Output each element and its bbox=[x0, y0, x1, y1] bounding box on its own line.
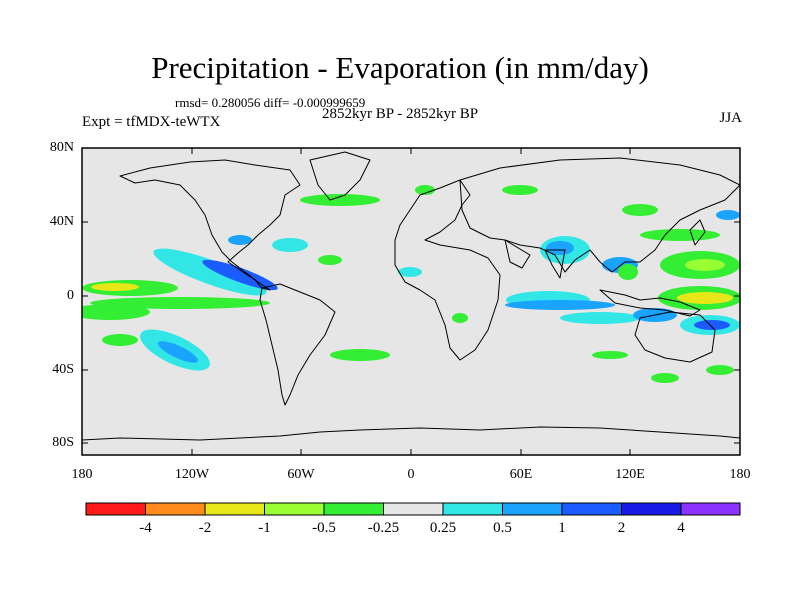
colorbar-label: -0.5 bbox=[312, 520, 336, 536]
stats-text: rmsd= 0.280056 diff= -0.000999659 bbox=[175, 95, 366, 110]
colorbar-box bbox=[323, 502, 384, 516]
map-title: Precipitation - Evaporation (in mm/day) bbox=[151, 50, 649, 85]
field-patch bbox=[505, 300, 615, 310]
field-patch bbox=[228, 235, 252, 245]
colorbar-box bbox=[502, 502, 563, 516]
field-patch bbox=[592, 351, 628, 359]
colorbar bbox=[85, 502, 741, 516]
field-patch bbox=[640, 229, 720, 241]
field-patch bbox=[157, 341, 199, 363]
field-patch bbox=[91, 283, 139, 291]
field-patch bbox=[677, 292, 733, 304]
coastlines bbox=[82, 151, 740, 441]
field-patch bbox=[694, 320, 730, 330]
field-patch bbox=[102, 334, 138, 346]
field-patch bbox=[716, 210, 740, 220]
lat-label: 0 bbox=[67, 288, 74, 303]
lon-label: 0 bbox=[407, 467, 415, 482]
colorbar-label: -4 bbox=[139, 520, 152, 536]
precip-anomaly-field bbox=[82, 185, 740, 383]
field-patch bbox=[415, 185, 435, 195]
lat-label: 80N bbox=[49, 140, 74, 155]
field-patch bbox=[546, 241, 574, 255]
period-text: 2852kyr BP - 2852kyr BP bbox=[322, 106, 479, 122]
field-patch bbox=[622, 204, 658, 216]
lat-label: 80S bbox=[52, 435, 74, 450]
axis-ticks bbox=[81, 147, 741, 455]
experiment-label: Expt = tfMDX-teWTX bbox=[82, 114, 221, 130]
field-patch bbox=[685, 259, 725, 271]
lon-label: 180 bbox=[71, 467, 93, 482]
australia-coast bbox=[634, 311, 716, 363]
colorbar-label: -0.25 bbox=[367, 520, 400, 536]
colorbar-label: 4 bbox=[677, 520, 685, 536]
colorbar-box bbox=[383, 502, 444, 516]
lon-label: 60W bbox=[287, 467, 315, 482]
lon-label: 120W bbox=[174, 467, 210, 482]
colorbar-box bbox=[145, 502, 206, 516]
lat-label: 40S bbox=[52, 362, 74, 377]
colorbar-box bbox=[85, 502, 146, 516]
japan-coast bbox=[689, 219, 706, 246]
field-patch bbox=[82, 304, 150, 320]
colorbar-box bbox=[204, 502, 265, 516]
field-patch bbox=[452, 313, 468, 323]
field-patch bbox=[318, 255, 342, 265]
field-patch bbox=[560, 312, 640, 324]
colorbar-label: 2 bbox=[617, 520, 626, 536]
field-patch bbox=[153, 248, 267, 296]
field-patch bbox=[502, 185, 538, 195]
season-label: JJA bbox=[719, 110, 742, 126]
field-patch bbox=[618, 264, 638, 280]
south-america-coast bbox=[259, 283, 336, 406]
arabia-india-coast bbox=[504, 239, 566, 279]
colorbar-box bbox=[264, 502, 325, 516]
lon-label: 120E bbox=[615, 467, 645, 482]
colorbar-box bbox=[442, 502, 503, 516]
field-patch bbox=[398, 267, 422, 277]
colorbar-box bbox=[561, 502, 622, 516]
colorbar-label: 0.5 bbox=[493, 520, 512, 536]
colorbar-box bbox=[680, 502, 741, 516]
lon-label: 180 bbox=[729, 467, 751, 482]
field-patch bbox=[330, 349, 390, 361]
field-patch bbox=[706, 365, 734, 375]
europe-africa-coast bbox=[394, 179, 501, 361]
field-patch bbox=[272, 238, 308, 252]
lon-label: 60E bbox=[509, 467, 533, 482]
asia-coast bbox=[459, 157, 740, 273]
maritime-continent-coast bbox=[599, 289, 701, 317]
greenland-coast bbox=[309, 151, 371, 201]
colorbar-box bbox=[621, 502, 682, 516]
field-patch bbox=[300, 194, 380, 206]
field-patch bbox=[651, 373, 679, 383]
colorbar-label: -1 bbox=[258, 520, 271, 536]
colorbar-label: 1 bbox=[558, 520, 566, 536]
colorbar-label: -2 bbox=[198, 520, 212, 536]
colorbar-label: 0.25 bbox=[429, 520, 457, 536]
lat-label: 40N bbox=[49, 214, 74, 229]
antarctica-coast bbox=[82, 426, 740, 441]
north-america-coast bbox=[119, 159, 301, 291]
